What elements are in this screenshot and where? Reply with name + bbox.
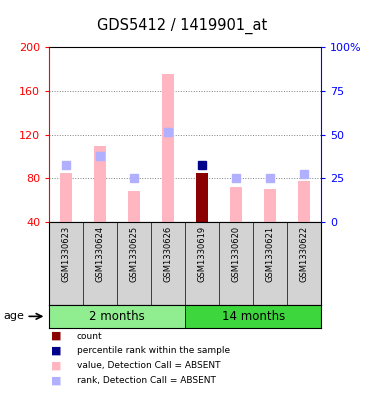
Bar	[185, 305, 321, 328]
Text: 2 months: 2 months	[89, 310, 145, 323]
Text: ■: ■	[51, 331, 62, 341]
Text: ■: ■	[51, 376, 62, 386]
Text: GDS5412 / 1419901_at: GDS5412 / 1419901_at	[97, 17, 268, 34]
Bar	[196, 173, 208, 222]
Bar	[128, 191, 140, 222]
Text: GSM1330621: GSM1330621	[266, 226, 275, 282]
Bar	[60, 173, 72, 222]
Text: rank, Detection Call = ABSENT: rank, Detection Call = ABSENT	[77, 376, 215, 385]
Text: ■: ■	[51, 361, 62, 371]
Bar	[49, 305, 185, 328]
Text: GSM1330625: GSM1330625	[130, 226, 139, 282]
Text: GSM1330626: GSM1330626	[164, 226, 173, 283]
Text: value, Detection Call = ABSENT: value, Detection Call = ABSENT	[77, 362, 220, 370]
Text: count: count	[77, 332, 102, 340]
Text: age: age	[4, 311, 24, 321]
Text: 14 months: 14 months	[222, 310, 285, 323]
Text: GSM1330624: GSM1330624	[96, 226, 105, 282]
Bar	[162, 75, 174, 222]
Text: GSM1330623: GSM1330623	[62, 226, 71, 283]
Text: percentile rank within the sample: percentile rank within the sample	[77, 347, 230, 355]
Text: ■: ■	[51, 346, 62, 356]
Text: GSM1330619: GSM1330619	[198, 226, 207, 282]
Text: GSM1330620: GSM1330620	[232, 226, 241, 282]
Text: GSM1330622: GSM1330622	[300, 226, 309, 282]
Bar	[264, 189, 276, 222]
Bar	[94, 145, 106, 222]
Bar	[298, 180, 310, 222]
Bar	[230, 187, 242, 222]
